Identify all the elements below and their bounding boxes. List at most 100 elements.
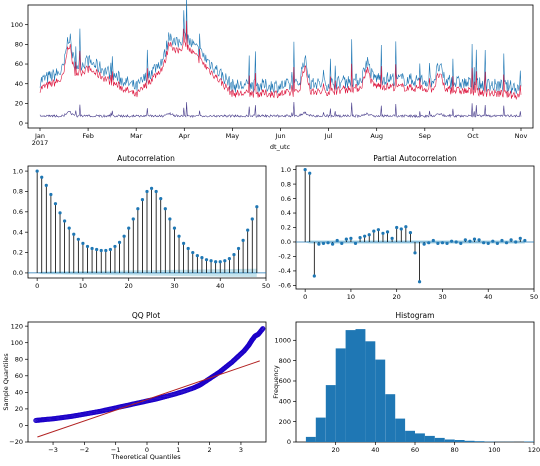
- qq-axes: [28, 322, 266, 442]
- acf-point: [145, 190, 148, 193]
- acf-point: [54, 202, 57, 205]
- pacf-point: [418, 280, 421, 283]
- histogram-bar: [445, 440, 455, 443]
- pacf-point: [455, 240, 458, 243]
- acf-point: [118, 241, 121, 244]
- pacf-point: [505, 241, 508, 244]
- timeseries-ytick-label: 40: [15, 80, 23, 88]
- histogram-bar: [385, 394, 395, 442]
- qq-ytick-label: 100: [11, 339, 23, 347]
- acf-point: [223, 259, 226, 262]
- histogram-bar: [336, 348, 346, 442]
- histogram-bar: [465, 441, 475, 442]
- pacf-point: [381, 232, 384, 235]
- acf-ytick-label: 1.0: [13, 167, 23, 175]
- histogram-xtick-label: 20: [332, 446, 340, 454]
- pacf-point: [500, 239, 503, 242]
- histogram-bar: [524, 442, 534, 443]
- pacf-point: [313, 274, 316, 277]
- acf-point: [36, 169, 39, 172]
- acf-ytick-label: 0.4: [13, 228, 23, 236]
- pacf-point: [468, 240, 471, 243]
- pacf-point: [432, 239, 435, 242]
- acf-point: [68, 227, 71, 230]
- acf-point: [123, 235, 126, 238]
- acf-point: [40, 176, 43, 179]
- histogram-bar: [475, 441, 485, 442]
- timeseries-xtick-label: Nov: [515, 132, 528, 140]
- acf-point: [196, 254, 199, 257]
- pacf-point: [400, 227, 403, 230]
- pacf-xtick-label: 20: [393, 293, 401, 301]
- pacf-point: [340, 242, 343, 245]
- pacf-point: [413, 251, 416, 254]
- histogram-bar: [455, 440, 465, 442]
- acf-point: [58, 211, 61, 214]
- acf-point: [113, 245, 116, 248]
- qq-ytick-label: 80: [15, 355, 23, 363]
- timeseries-ytick-label: 0: [19, 119, 23, 127]
- pacf-point: [331, 243, 334, 246]
- acf-point: [228, 257, 231, 260]
- pacf-point: [409, 231, 412, 234]
- pacf-xtick-label: 10: [347, 293, 355, 301]
- timeseries-xtick-label: Jun: [274, 132, 285, 140]
- qq-xtick-label: −3: [48, 446, 58, 454]
- qq-reference-line: [37, 361, 259, 437]
- acf-point: [232, 253, 235, 256]
- acf-point: [136, 207, 139, 210]
- histogram-bar: [405, 431, 415, 442]
- qq-ytick-label: −20: [9, 438, 23, 446]
- pacf-xtick-label: 0: [303, 293, 307, 301]
- acf-xtick-label: 30: [170, 282, 178, 290]
- pacf-point: [473, 237, 476, 240]
- pacf-ytick-label: -0.6: [278, 282, 291, 290]
- histogram-bar: [306, 437, 316, 442]
- pacf-ytick-label: 0.8: [281, 180, 291, 188]
- pacf-ytick-label: 0.4: [281, 209, 291, 217]
- acf-point: [255, 205, 258, 208]
- pacf-point: [363, 235, 366, 238]
- pacf-point: [326, 241, 329, 244]
- pacf-xtick-label: 30: [438, 293, 446, 301]
- histogram-bar: [425, 436, 435, 442]
- acf-point: [251, 217, 254, 220]
- qq-ylabel: Sample Quantiles: [2, 353, 10, 411]
- pacf-point: [427, 241, 430, 244]
- histogram-xtick-label: 40: [371, 446, 379, 454]
- pacf-point: [459, 242, 462, 245]
- pacf-point: [514, 240, 517, 243]
- acf-point: [242, 239, 245, 242]
- acf-ytick-label: 0.2: [13, 249, 23, 257]
- acf-ytick-label: 0.6: [13, 208, 23, 216]
- timeseries-xtick-label: Apr: [179, 132, 191, 140]
- acf-point: [63, 219, 66, 222]
- histogram-bar: [435, 438, 445, 442]
- timeseries-xtick-label-year: 2017: [32, 139, 49, 147]
- pacf-ytick-label: 0.2: [281, 224, 291, 232]
- acf-point: [209, 259, 212, 262]
- timeseries-ytick-label: 60: [15, 60, 23, 68]
- pacf-point: [441, 241, 444, 244]
- timeseries-xtick-label: Mar: [130, 132, 143, 140]
- histogram-ylabel: Frequency: [272, 365, 280, 399]
- qq-ytick-label: 40: [15, 389, 23, 397]
- acf-point: [127, 227, 130, 230]
- acf-point: [104, 249, 107, 252]
- pacf-ytick-label: 1.0: [281, 166, 291, 174]
- histogram-xtick-label: 60: [411, 446, 419, 454]
- qq-xtick-label: 3: [239, 446, 243, 454]
- acf-xtick-label: 0: [35, 282, 39, 290]
- histogram-bar: [395, 419, 405, 442]
- pacf-ytick-label: 0.6: [281, 195, 291, 203]
- histogram-ytick-label: 800: [279, 357, 291, 365]
- pacf-point: [386, 230, 389, 233]
- acf-point: [72, 233, 75, 236]
- pacf-ytick-label: 0.0: [281, 238, 291, 246]
- qq-xtick-label: −2: [80, 446, 90, 454]
- acf-point: [173, 227, 176, 230]
- pacf-point: [354, 242, 357, 245]
- pacf-point: [395, 226, 398, 229]
- histogram-bar: [346, 330, 356, 442]
